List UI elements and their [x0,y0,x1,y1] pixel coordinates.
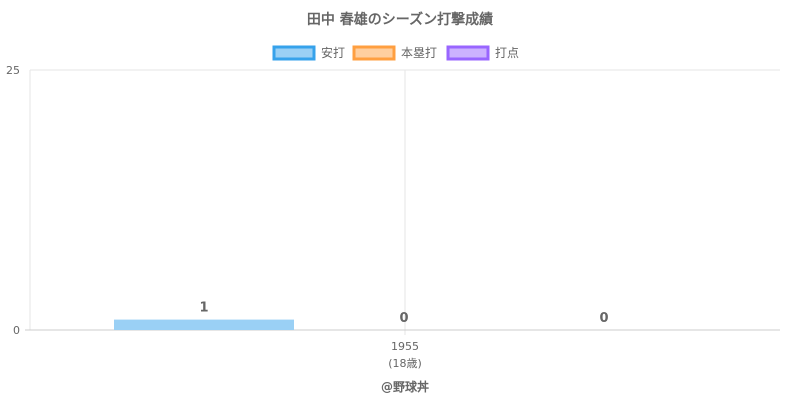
y-tick-0: 0 [13,324,20,337]
legend-label: 本塁打 [401,46,437,60]
legend-label: 安打 [321,45,345,60]
legend-label: 打点 [495,46,519,60]
legend-swatch [446,45,490,61]
grid [25,69,780,335]
data-label: 0 [599,311,608,326]
legend-item[interactable]: 打点 [446,45,519,61]
legend-item[interactable]: 安打 [272,45,345,61]
data-label: 0 [399,311,408,326]
credit: @野球丼 [381,379,429,394]
y-tick-25: 25 [6,64,20,77]
bar-安打 [114,319,294,330]
legend-swatch [352,45,396,61]
bars: 1 0 0 [114,301,609,330]
chart-title: 田中 春雄のシーズン打撃成績 [307,11,493,28]
legend-item[interactable]: 本塁打 [352,45,437,61]
legend-swatch [272,45,316,61]
x-tick-sublabel: (18歳) [388,357,422,370]
legend: 安打 本塁打 打点 [272,45,519,61]
x-tick-label: 1955 [391,340,419,353]
data-label: 1 [199,301,208,316]
